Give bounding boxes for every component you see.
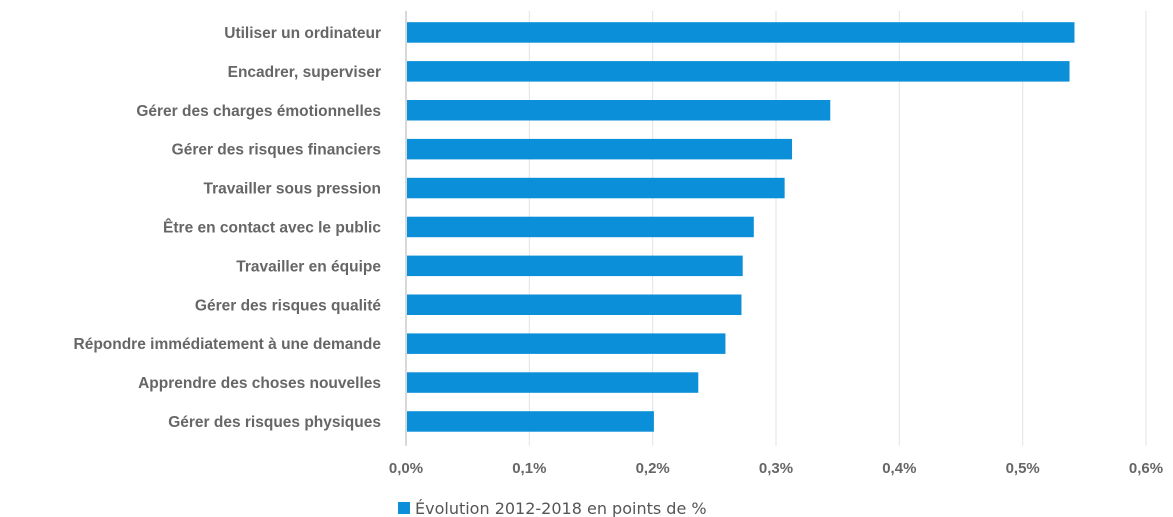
legend-label: Évolution 2012-2018 en points de % [415, 499, 707, 517]
bar [407, 255, 743, 277]
x-tick-label: 0,1% [512, 460, 546, 477]
bar [407, 216, 754, 238]
bar [407, 333, 726, 354]
bar [407, 411, 654, 432]
category-label: Gérer des risques physiques [168, 414, 381, 431]
bar [407, 294, 742, 315]
legend-swatch [398, 502, 410, 514]
x-tick-label: 0,4% [882, 460, 916, 477]
category-label: Répondre immédiatement à une demande [74, 336, 382, 353]
bars [407, 22, 1075, 432]
x-tick-label: 0,6% [1129, 460, 1163, 477]
bar [407, 61, 1070, 82]
category-label: Utiliser un ordinateur [224, 25, 381, 42]
bar [407, 100, 831, 121]
category-label: Gérer des charges émotionnelles [136, 103, 381, 120]
x-tick-label: 0,2% [636, 460, 670, 477]
category-label: Gérer des risques qualité [195, 297, 381, 314]
category-label: Travailler sous pression [204, 181, 381, 198]
x-tick-labels: 0,0% 0,1% 0,2% 0,3% 0,4% 0,5% 0,6% [389, 460, 1163, 477]
category-label: Encadrer, superviser [228, 64, 381, 81]
x-tick-label: 0,0% [389, 460, 423, 477]
category-label: Être en contact avec le public [163, 218, 381, 236]
category-label: Apprendre des choses nouvelles [138, 375, 381, 392]
x-tick-label: 0,5% [1006, 460, 1040, 477]
category-label: Gérer des risques financiers [172, 142, 381, 159]
bar [407, 372, 699, 393]
bar [407, 138, 793, 160]
x-tick-label: 0,3% [759, 460, 793, 477]
legend: Évolution 2012-2018 en points de % [398, 499, 707, 517]
bar [407, 177, 785, 199]
category-label: Travailler en équipe [236, 258, 381, 275]
bar [407, 22, 1075, 43]
category-labels: Utiliser un ordinateur Encadrer, supervis… [74, 25, 382, 431]
